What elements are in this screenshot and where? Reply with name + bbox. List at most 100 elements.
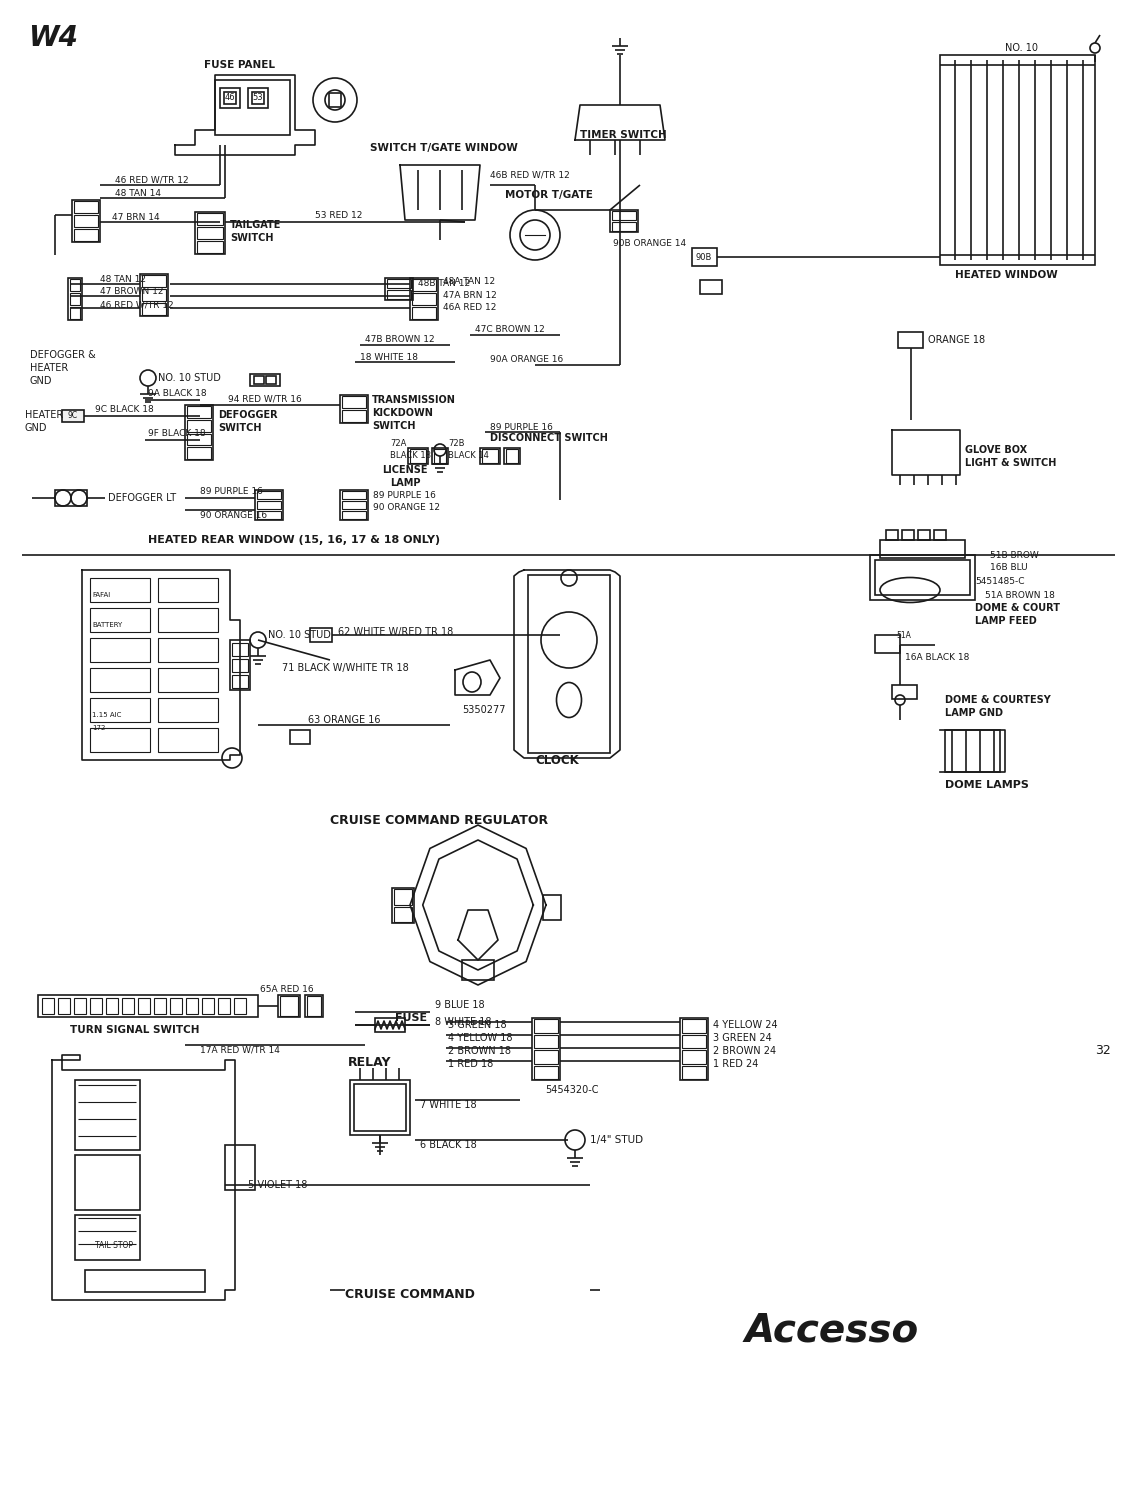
Bar [158,668,218,692]
Bar [220,88,240,108]
Bar [394,890,412,904]
Bar [254,376,264,384]
Bar [38,994,258,1017]
Text: 90 ORANGE 12: 90 ORANGE 12 [373,503,440,512]
Text: 90A ORANGE 16: 90A ORANGE 16 [490,356,563,364]
Text: SWITCH: SWITCH [218,423,262,433]
Bar [543,896,561,920]
Text: ORANGE 18: ORANGE 18 [927,334,986,345]
Text: FUSE: FUSE [395,1013,427,1023]
Text: 51A: 51A [897,630,912,639]
Bar [255,490,283,520]
Bar [880,540,965,558]
Bar [142,303,166,315]
Text: 16A BLACK 18: 16A BLACK 18 [905,654,970,663]
Bar [90,998,102,1014]
Bar [534,1035,558,1048]
Text: NO. 10 STUD: NO. 10 STUD [269,630,331,640]
Text: 46B RED W/TR 12: 46B RED W/TR 12 [490,171,570,180]
Text: TAILGATE: TAILGATE [230,220,281,230]
Text: W4: W4 [28,24,77,52]
Text: DOME & COURT: DOME & COURT [975,603,1059,613]
Bar [197,242,223,254]
Bar [154,998,166,1014]
Text: 47C BROWN 12: 47C BROWN 12 [475,326,545,334]
Text: 9 BLUE 18: 9 BLUE 18 [435,1000,485,1010]
Text: TIMER SWITCH: TIMER SWITCH [580,130,667,140]
Text: 90B: 90B [695,252,712,261]
Text: 8 WHITE 18: 8 WHITE 18 [435,1017,492,1028]
Bar [434,448,446,464]
Bar [307,996,321,1016]
Bar [376,1019,405,1032]
Bar [534,1050,558,1064]
Text: 9A BLACK 18: 9A BLACK 18 [148,390,207,399]
Bar [692,248,717,266]
Text: 46: 46 [224,93,236,102]
Bar [483,448,498,464]
Bar [343,512,366,519]
Text: 48A TAN 12: 48A TAN 12 [443,278,495,286]
Text: 9F BLACK 18: 9F BLACK 18 [148,429,206,438]
Bar [902,530,914,540]
Bar [892,686,917,699]
Text: MOTOR T/GATE: MOTOR T/GATE [505,190,593,200]
Bar [75,1080,140,1150]
Bar [75,1215,140,1260]
Bar [232,644,248,656]
Text: FAFAI: FAFAI [92,592,110,598]
Text: DOME & COURTESY: DOME & COURTESY [945,694,1050,705]
Text: LIGHT & SWITCH: LIGHT & SWITCH [965,458,1056,468]
Text: 6 BLACK 18: 6 BLACK 18 [420,1140,477,1150]
Text: 4 YELLOW 24: 4 YELLOW 24 [714,1020,777,1031]
Text: 63 ORANGE 16: 63 ORANGE 16 [308,716,380,724]
Text: 1 RED 18: 1 RED 18 [448,1059,493,1070]
Bar [612,211,636,220]
Bar [158,578,218,602]
Text: 47A BRN 12: 47A BRN 12 [443,291,497,300]
Text: 46A RED 12: 46A RED 12 [443,303,496,312]
Bar [898,332,923,348]
Text: TRANSMISSION: TRANSMISSION [372,394,456,405]
Text: 62 WHITE W/RED TR 18: 62 WHITE W/RED TR 18 [338,627,453,638]
Text: CLOCK: CLOCK [535,753,579,766]
Bar [187,420,211,432]
Text: LAMP FEED: LAMP FEED [975,616,1037,626]
Text: GLOVE BOX: GLOVE BOX [965,446,1028,454]
Bar [251,92,264,104]
Text: 47 BRN 14: 47 BRN 14 [112,213,159,222]
Bar [682,1065,706,1078]
Bar [394,906,412,922]
Text: FUSE PANEL: FUSE PANEL [205,60,275,70]
Bar [122,998,134,1014]
Bar [343,490,366,500]
Text: NO. 10: NO. 10 [1005,44,1038,52]
Bar [432,448,448,464]
Text: 71 BLACK W/WHITE TR 18: 71 BLACK W/WHITE TR 18 [282,663,409,674]
Text: CRUISE COMMAND: CRUISE COMMAND [345,1288,475,1302]
Text: 46 RED W/TR 12: 46 RED W/TR 12 [100,300,174,309]
Text: 48 TAN 12: 48 TAN 12 [100,276,146,285]
Bar [197,213,223,225]
Text: NO. 10 STUD: NO. 10 STUD [158,374,221,382]
Text: CRUISE COMMAND REGULATOR: CRUISE COMMAND REGULATOR [330,813,549,826]
Text: 3 GREEN 24: 3 GREEN 24 [714,1034,772,1042]
Text: 3 GREEN 18: 3 GREEN 18 [448,1020,506,1031]
Text: 47B BROWN 12: 47B BROWN 12 [365,336,435,345]
Text: BLACK 18: BLACK 18 [390,450,431,459]
Text: GND: GND [30,376,52,386]
Text: 9C BLACK 18: 9C BLACK 18 [94,405,154,414]
Bar [90,728,150,752]
Bar [74,998,86,1014]
Bar [158,608,218,631]
Text: DEFOGGER: DEFOGGER [218,410,278,420]
Bar [480,448,500,464]
Bar [385,278,413,300]
Bar [305,994,323,1017]
Bar [343,396,366,408]
Bar [412,292,436,304]
Text: 32: 32 [1095,1044,1111,1056]
Text: RELAY: RELAY [348,1056,391,1068]
Bar [142,290,166,302]
Text: 65A RED 16: 65A RED 16 [259,986,314,994]
